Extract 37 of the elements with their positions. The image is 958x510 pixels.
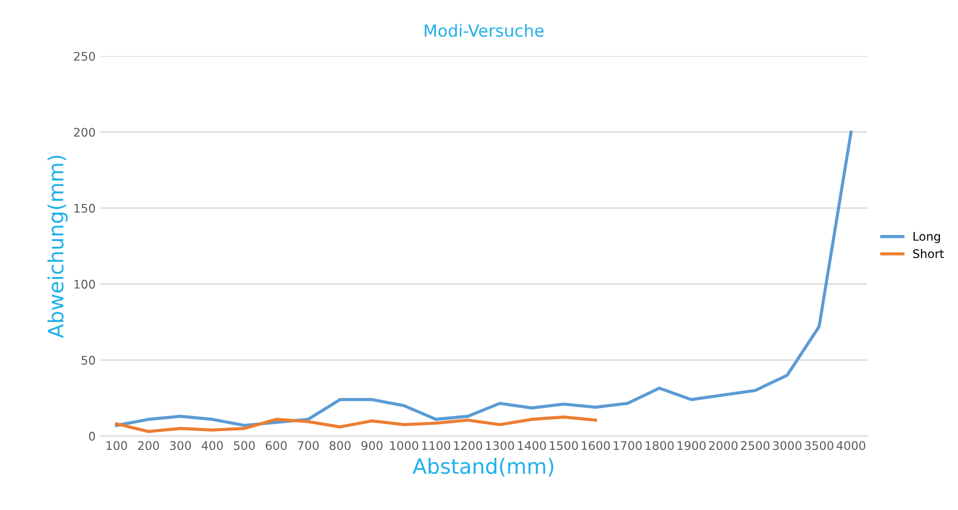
x-tick-label: 1000 xyxy=(390,441,418,450)
x-tick-label: 1500 xyxy=(550,441,578,450)
line-series xyxy=(115,416,598,434)
chart-title: Modi-Versuche xyxy=(424,24,544,37)
x-tick-label: 500 xyxy=(234,441,255,450)
y-tick-label: 150 xyxy=(74,204,95,213)
x-tick-label: 1300 xyxy=(486,441,514,450)
x-tick-label: 700 xyxy=(298,441,319,450)
x-tick-label: 900 xyxy=(362,441,383,450)
legend-label: Short xyxy=(913,249,944,258)
x-axis-title: Abstand(mm) xyxy=(412,458,554,476)
x-tick-label: 1800 xyxy=(646,441,674,450)
line-series xyxy=(115,130,853,427)
x-tick-label: 3500 xyxy=(804,441,834,450)
y-axis-title: Abweichung(mm) xyxy=(47,156,68,338)
x-tick-label: 300 xyxy=(170,441,191,450)
x-tick-label: 1700 xyxy=(614,441,642,450)
y-tick-label: 100 xyxy=(74,280,95,289)
x-tick-label: 600 xyxy=(266,441,287,450)
x-tick-label: 1900 xyxy=(678,441,706,450)
x-tick-label: 1600 xyxy=(582,441,610,450)
x-tick-label: 1200 xyxy=(454,441,482,450)
x-tick-label: 100 xyxy=(106,441,128,450)
legend-label: Long xyxy=(914,232,940,244)
x-tick-label: 4000 xyxy=(836,441,866,450)
y-tick-label: 50 xyxy=(82,356,95,365)
y-tick-label: 0 xyxy=(88,432,95,441)
x-tick-label: 2500 xyxy=(741,441,770,450)
x-tick-label: 400 xyxy=(202,441,223,450)
x-tick-label: 1100 xyxy=(422,441,450,450)
x-tick-label: 3000 xyxy=(773,441,802,450)
y-tick-label: 200 xyxy=(74,128,95,137)
y-tick-label: 250 xyxy=(74,52,95,61)
x-tick-label: 800 xyxy=(330,441,351,450)
x-tick-label: 200 xyxy=(138,441,159,450)
x-tick-label: 1400 xyxy=(518,441,546,450)
x-tick-label: 2000 xyxy=(709,441,738,450)
